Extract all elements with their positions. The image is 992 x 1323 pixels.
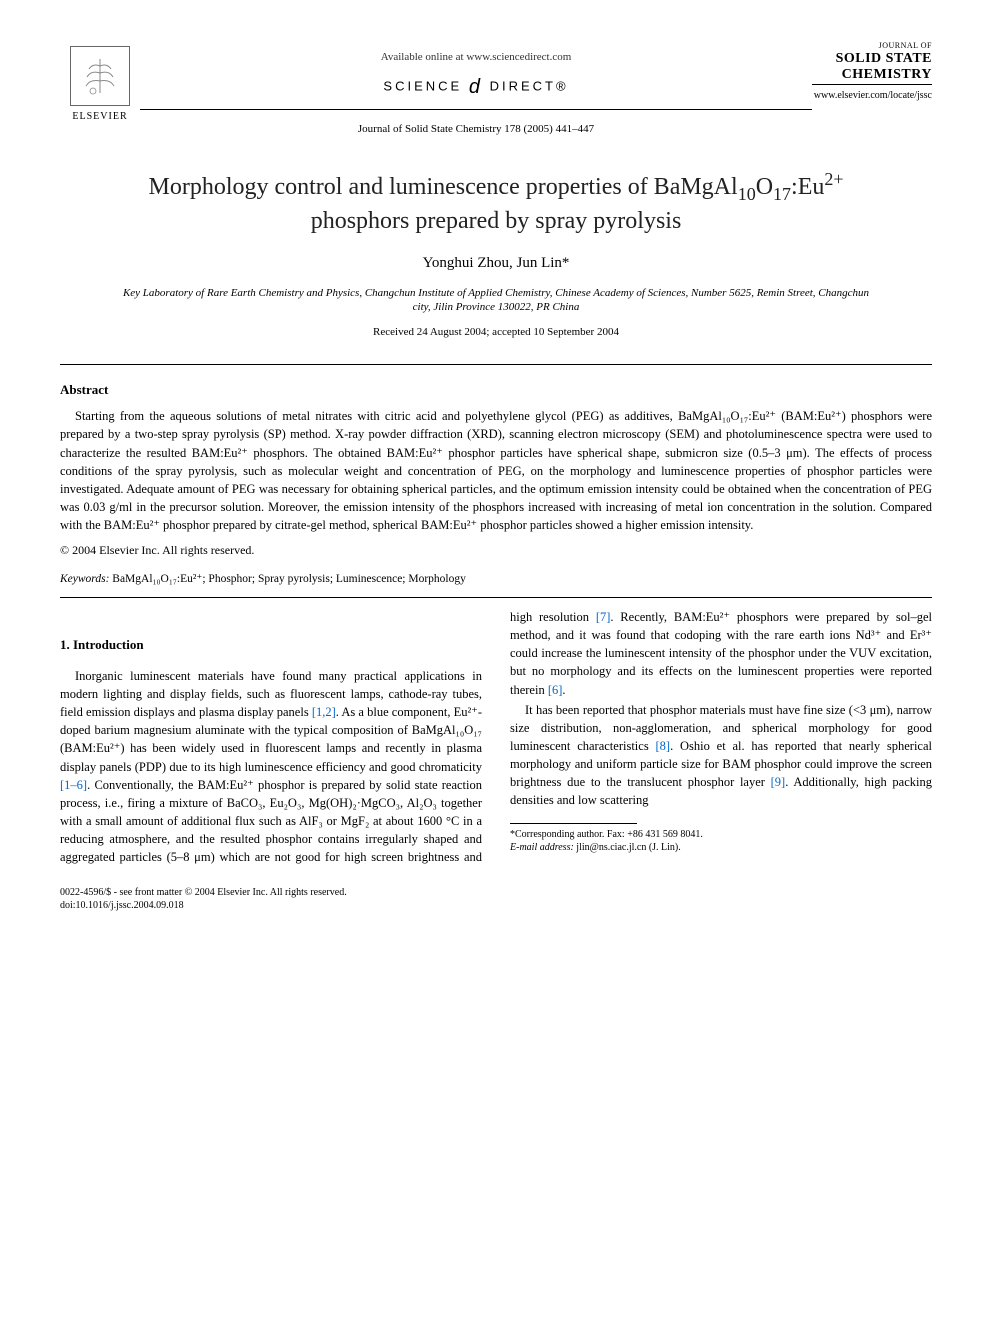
abstract-text: Starting from the aqueous solutions of m… (60, 407, 932, 534)
ref-9[interactable]: [9] (771, 775, 786, 789)
ref-6[interactable]: [6] (548, 683, 563, 697)
title-pre: Morphology control and luminescence prop… (148, 174, 737, 200)
journal-logo-main: SOLID STATE CHEMISTRY (812, 51, 932, 82)
keywords: Keywords: BaMgAl₁₀O₁₇:Eu²⁺; Phosphor; Sp… (60, 571, 932, 587)
title-sub2: 17 (773, 184, 791, 204)
intro-para-2: It has been reported that phosphor mater… (510, 701, 932, 810)
sd-at-icon: d (469, 76, 483, 98)
title-mid1: O (756, 174, 773, 200)
doi-line: doi:10.1016/j.jssc.2004.09.018 (60, 899, 932, 912)
ref-1-2[interactable]: [1,2] (312, 705, 336, 719)
sd-right: DIRECT® (490, 79, 569, 94)
ref-1-6[interactable]: [1–6] (60, 778, 87, 792)
p1f: . (562, 683, 565, 697)
header-rule (140, 109, 812, 110)
abstract-body: Starting from the aqueous solutions of m… (60, 407, 932, 534)
abstract-heading: Abstract (60, 381, 932, 399)
sd-left: SCIENCE (383, 79, 462, 94)
sciencedirect-logo: SCIENCE d DIRECT® (140, 73, 812, 101)
available-online-text: Available online at www.sciencedirect.co… (140, 50, 812, 65)
keywords-label: Keywords: (60, 573, 109, 585)
title-post: phosphors prepared by spray pyrolysis (311, 208, 682, 234)
journal-logo: JOURNAL OF SOLID STATE CHEMISTRY www.els… (812, 40, 932, 103)
received-dates: Received 24 August 2004; accepted 10 Sep… (60, 325, 932, 340)
email-footnote: E-mail address: jlin@ns.ciac.jl.cn (J. L… (510, 841, 932, 854)
authors: Yonghui Zhou, Jun Lin* (60, 253, 932, 274)
elsevier-label: ELSEVIER (72, 110, 127, 124)
ref-8[interactable]: [8] (655, 739, 670, 753)
section-1-heading: 1. Introduction (60, 636, 482, 655)
corresponding-author-footnote: *Corresponding author. Fax: +86 431 569 … (510, 828, 932, 841)
journal-reference: Journal of Solid State Chemistry 178 (20… (140, 122, 812, 137)
header-row: ELSEVIER Available online at www.science… (60, 40, 932, 138)
affiliation: Key Laboratory of Rare Earth Chemistry a… (120, 286, 872, 315)
title-sup1: 2+ (824, 169, 843, 189)
footnote-separator (510, 823, 637, 824)
journal-logo-small: JOURNAL OF (812, 40, 932, 51)
body-columns: 1. Introduction Inorganic luminescent ma… (60, 608, 932, 866)
header-center: Available online at www.sciencedirect.co… (140, 40, 812, 138)
ref-7[interactable]: [7] (596, 610, 611, 624)
keywords-text: BaMgAl₁₀O₁₇:Eu²⁺; Phosphor; Spray pyroly… (109, 573, 465, 585)
locate-url[interactable]: www.elsevier.com/locate/jssc (812, 89, 932, 103)
elsevier-logo: ELSEVIER (60, 40, 140, 130)
abstract-top-rule (60, 364, 932, 365)
bottom-info: 0022-4596/$ - see front matter © 2004 El… (60, 886, 932, 912)
abstract-bottom-rule (60, 597, 932, 598)
article-title: Morphology control and luminescence prop… (100, 168, 892, 237)
elsevier-tree-icon (70, 46, 130, 106)
abstract-copyright: © 2004 Elsevier Inc. All rights reserved… (60, 542, 932, 559)
title-sub1: 10 (738, 184, 756, 204)
email-label: E-mail address: (510, 842, 574, 853)
issn-line: 0022-4596/$ - see front matter © 2004 El… (60, 886, 932, 899)
journal-logo-rule (812, 84, 932, 85)
title-mid2: :Eu (791, 174, 824, 200)
email-address[interactable]: jlin@ns.ciac.jl.cn (J. Lin). (574, 842, 681, 853)
